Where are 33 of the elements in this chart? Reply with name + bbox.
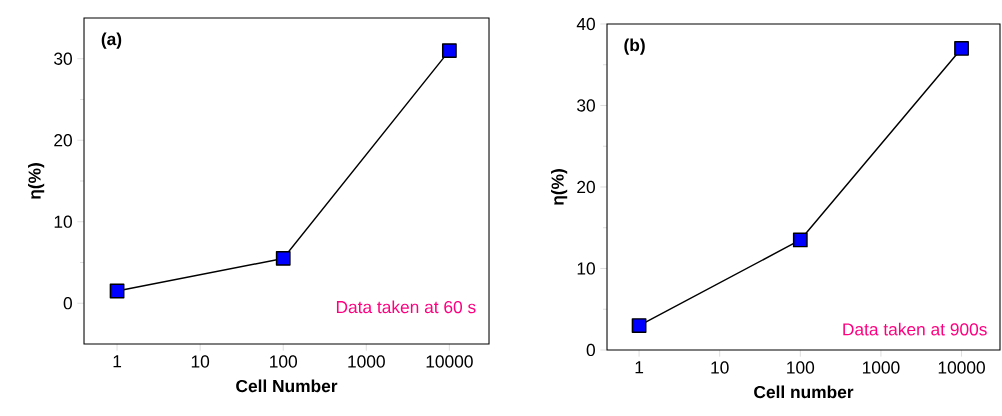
x-tick-label: 1 [113,355,122,368]
y-tick-label: 0 [586,343,595,357]
point [109,283,125,299]
x-tick-label: 10000 [938,361,985,374]
annotation: (a) [101,32,122,49]
annotation: (b) [624,38,645,55]
x-tick-label: 1000 [348,355,385,368]
y-tick-label: 30 [54,52,72,65]
point [275,251,291,266]
x-tick-label: 100 [787,361,815,374]
x-axis-title: Cell number [754,385,854,399]
x-tick-label: 10 [191,355,210,368]
point [631,318,647,333]
x-axis-title: Cell Number [236,379,338,393]
y-tick-label: 40 [576,17,595,31]
x-tick-label: 10000 [426,355,473,368]
x-tick-label: 1000 [862,361,900,374]
y-axis-title: η(%) [28,163,45,199]
y-tick-label: 30 [577,99,595,112]
y-tick-label: 10 [577,262,595,275]
x-tick-label: 100 [270,355,298,368]
x-tick-label: 1 [635,361,644,374]
y-tick-label: 10 [54,215,72,228]
point [954,41,969,56]
x-tick-label: 10 [711,361,729,374]
y-tick-label: 0 [63,297,72,310]
y-tick-label: 20 [577,180,595,194]
annotation: Data taken at 900s [843,322,987,336]
annotation: Data taken at 60 s [336,300,476,314]
point [792,232,808,248]
y-axis-title: η(%) [551,169,568,205]
y-tick-label: 20 [54,134,72,147]
point [441,43,457,58]
